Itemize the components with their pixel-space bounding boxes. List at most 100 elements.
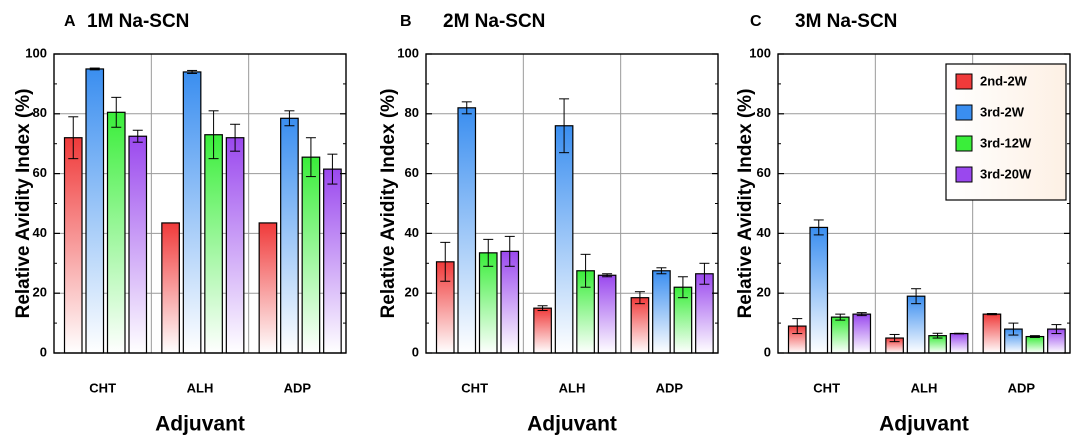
panel-c-category-label-adp: ADP (1008, 380, 1036, 395)
panel-b-errorbar-cht-3rd-20w (504, 235, 515, 267)
panel-a-errorbar-cht-3rd-20w (132, 129, 143, 143)
legend-label-3rd-12w: 3rd-12W (980, 135, 1032, 150)
panel-c-bar-alh-3rd-20w (949, 332, 969, 354)
panel-b-errorbar-alh-3rd-12w (580, 253, 591, 288)
panel-b-errorbar-alh-2nd-2w (537, 305, 548, 312)
panel-b-ytick-label-40: 40 (405, 225, 419, 240)
legend-swatch-3rd-12w (955, 135, 973, 152)
panel-a-category-label-adp: ADP (284, 380, 312, 395)
panel-b-ytick-label-80: 80 (405, 105, 419, 120)
panel-a-letter: A (64, 13, 76, 30)
panel-c-errorbar-alh-3rd-20w (954, 332, 965, 335)
panel-b-letter: B (400, 13, 412, 30)
panel-b-bar-alh-3rd-20w (597, 274, 617, 354)
panel-a-errorbar-adp-3rd-2w (284, 110, 295, 127)
panel-c-ytick-label-100: 100 (749, 45, 771, 60)
panel-a-errorbar-adp-3rd-20w (327, 153, 338, 185)
panel-c-errorbar-alh-2nd-2w (889, 333, 900, 343)
panel-b-errorbar-adp-3rd-12w (677, 276, 688, 299)
panel-c-errorbar-adp-3rd-20w (1051, 324, 1062, 335)
panel-c-errorbar-alh-3rd-2w (911, 288, 922, 305)
panel-b-ytick-label-60: 60 (405, 165, 419, 180)
panel-b-bar-adp-3rd-20w (695, 273, 714, 354)
panel-a-ytick-label-60: 60 (33, 165, 47, 180)
panel-a-bar-alh-2nd-2w (161, 222, 180, 354)
panel-a-bar-adp-3rd-12w (301, 156, 321, 354)
panel-b-errorbar-adp-2nd-2w (634, 291, 645, 305)
panel-a-errorbar-alh-3rd-20w (230, 123, 241, 152)
panel-a-errorbar-alh-3rd-2w (187, 69, 198, 74)
panel-c-y-axis-label: Relative Avidity Index (%) (735, 89, 756, 319)
panel-b-bar-adp-2nd-2w (630, 297, 650, 354)
panel-a-ytick-label-100: 100 (25, 45, 47, 60)
panel-a-category-label-cht: CHT (89, 380, 116, 395)
panel-b: B 2M Na-SCN 0 20 40 60 80 100 CHT ALH ADP Adjuvant R… (378, 11, 719, 436)
panel-b-errorbar-adp-3rd-2w (656, 267, 667, 275)
panel-c-bar-cht-3rd-20w (852, 313, 872, 354)
panel-a-ytick-label-0: 0 (40, 344, 47, 359)
panel-b-errorbar-alh-3rd-2w (559, 98, 570, 154)
panel-c-ytick-label-60: 60 (757, 165, 771, 180)
panel-b-bar-alh-2nd-2w (533, 307, 552, 354)
panel-b-errorbar-cht-2nd-2w (440, 241, 451, 282)
panel-a-ytick-label-40: 40 (33, 225, 47, 240)
panel-c-ytick-label-80: 80 (757, 105, 771, 120)
panel-b-errorbar-adp-3rd-20w (699, 262, 710, 285)
legend-label-3rd-20w: 3rd-20W (980, 166, 1032, 181)
panel-a-title: 1M Na-SCN (87, 11, 189, 32)
panel-c-errorbar-cht-3rd-12w (835, 313, 846, 321)
panel-c-bar-adp-2nd-2w (982, 313, 1002, 354)
panel-a-bar-cht-3rd-20w (128, 135, 148, 354)
panel-a-ytick-label-80: 80 (33, 105, 47, 120)
panel-c-category-label-alh: ALH (911, 380, 938, 395)
panel-b-bar-alh-3rd-2w (554, 125, 574, 354)
panel-c-errorbar-adp-3rd-2w (1008, 322, 1019, 336)
panel-a-bar-alh-3rd-20w (225, 137, 245, 354)
legend-swatch-3rd-20w (955, 166, 973, 183)
panel-c-bar-cht-3rd-2w (809, 226, 829, 354)
panel-c-errorbar-alh-3rd-12w (932, 332, 943, 339)
panel-c-errorbar-cht-2nd-2w (792, 318, 803, 335)
panel-b-errorbar-alh-3rd-20w (602, 273, 613, 278)
legend-label-2nd-2w: 2nd-2W (980, 73, 1028, 88)
panel-b-ytick-label-20: 20 (405, 285, 419, 300)
legend-label-3rd-2w: 3rd-2W (980, 104, 1025, 119)
panel-a: A 1M Na-SCN 0 20 40 60 80 100 CHT ALH ADP Adjuvant R… (13, 11, 347, 436)
panel-b-ytick-label-100: 100 (397, 45, 419, 60)
panel-a-errorbar-adp-3rd-12w (305, 137, 316, 178)
panel-a-x-axis-label: Adjuvant (155, 413, 245, 436)
panel-a-y-axis-label: Relative Avidity Index (%) (13, 89, 34, 319)
panel-a-bar-alh-3rd-2w (182, 71, 202, 354)
panel-a-bar-adp-2nd-2w (258, 222, 278, 354)
panel-a-errorbar-cht-3rd-12w (111, 96, 122, 128)
panel-a-errorbar-cht-3rd-2w (89, 67, 100, 71)
panel-b-bar-cht-3rd-2w (457, 107, 477, 354)
panel-c-category-label-cht: CHT (813, 380, 840, 395)
legend-swatch-2nd-2w (955, 73, 973, 90)
panel-b-title: 2M Na-SCN (443, 11, 545, 32)
panel-c-title: 3M Na-SCN (795, 11, 897, 32)
panel-b-errorbar-cht-3rd-12w (483, 238, 494, 267)
panel-c-errorbar-adp-3rd-12w (1029, 335, 1040, 338)
panel-c-ytick-label-40: 40 (757, 225, 771, 240)
panel-c-bar-cht-3rd-12w (830, 316, 850, 354)
panel-a-category-label-alh: ALH (187, 380, 214, 395)
panel-b-ytick-label-0: 0 (412, 344, 419, 359)
panel-c: C 3M Na-SCN 0 20 40 60 80 100 CHT ALH ADP Adjuvant R… (735, 11, 1071, 436)
panel-b-category-label-alh: ALH (559, 380, 586, 395)
panel-a-errorbar-cht-2nd-2w (68, 116, 79, 160)
panel-b-bar-cht-3rd-12w (478, 252, 498, 354)
panel-a-bar-cht-2nd-2w (63, 137, 83, 354)
panel-c-errorbar-adp-2nd-2w (986, 313, 997, 316)
panel-c-ytick-label-0: 0 (764, 344, 771, 359)
panel-c-errorbar-cht-3rd-2w (813, 219, 824, 236)
panel-a-bar-cht-3rd-12w (106, 111, 126, 354)
panel-a-errorbar-alh-3rd-12w (208, 110, 219, 160)
panel-a-bar-cht-3rd-2w (85, 68, 105, 354)
panel-a-ytick-label-20: 20 (33, 285, 47, 300)
panel-b-bar-adp-3rd-2w (652, 270, 671, 354)
panel-b-category-label-adp: ADP (656, 380, 684, 395)
panel-c-letter: C (750, 13, 762, 30)
